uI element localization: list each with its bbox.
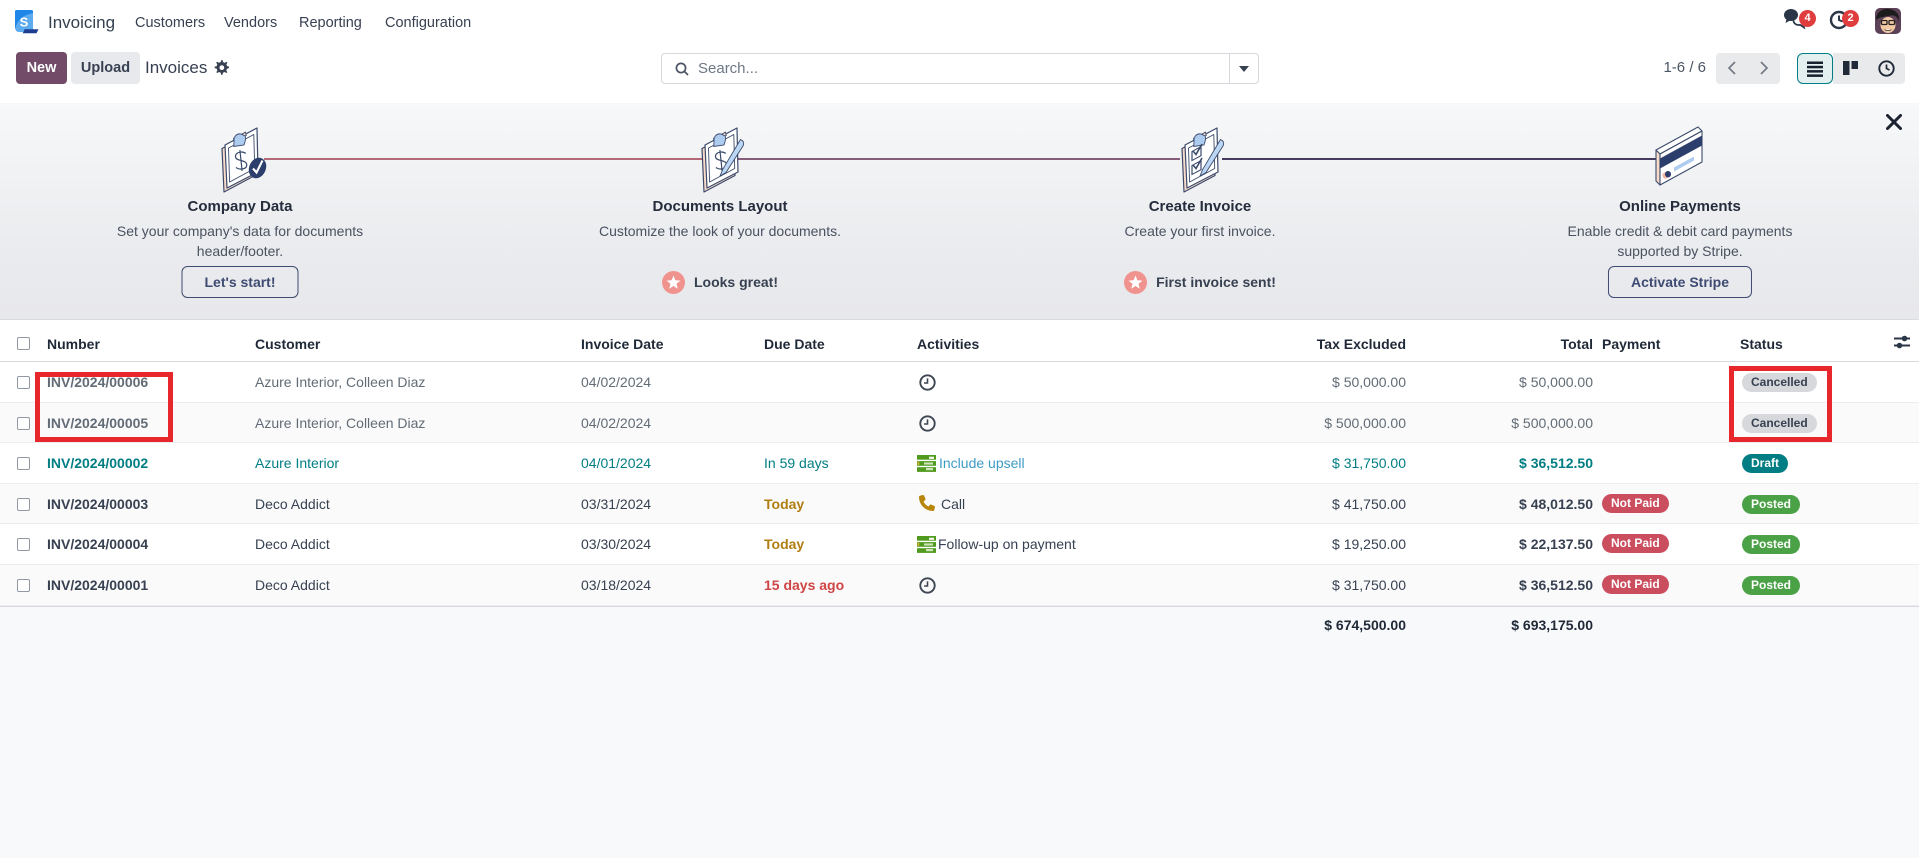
svg-text:S: S [20,15,29,30]
